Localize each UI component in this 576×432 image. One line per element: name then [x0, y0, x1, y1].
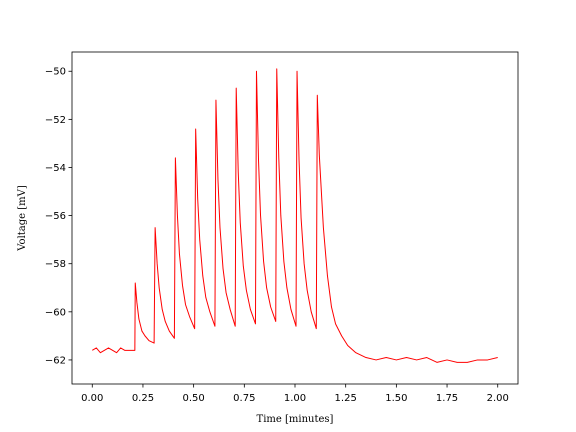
- y-tick-label: −62: [45, 355, 66, 366]
- x-tick-label: 1.75: [436, 393, 458, 404]
- y-tick-label: −56: [45, 211, 66, 222]
- y-tick-label: −50: [45, 67, 66, 78]
- x-tick-label: 0.00: [81, 393, 103, 404]
- x-axis-label: Time [minutes]: [257, 414, 334, 425]
- x-tick-label: 1.25: [335, 393, 357, 404]
- y-tick-label: −58: [45, 259, 66, 270]
- plot-frame: [71, 51, 519, 385]
- x-tick-label: 1.00: [284, 393, 306, 404]
- x-tick-label: 1.50: [385, 393, 407, 404]
- y-tick-label: −54: [45, 163, 66, 174]
- x-tick-label: 0.75: [233, 393, 255, 404]
- y-axis-label: Voltage [mV]: [17, 185, 28, 252]
- x-tick-label: 2.00: [487, 393, 509, 404]
- x-tick-label: 0.25: [132, 393, 154, 404]
- y-tick-label: −60: [45, 307, 66, 318]
- x-tick-label: 0.50: [183, 393, 205, 404]
- voltage-trace: [92, 68, 498, 363]
- y-tick-label: −52: [45, 115, 66, 126]
